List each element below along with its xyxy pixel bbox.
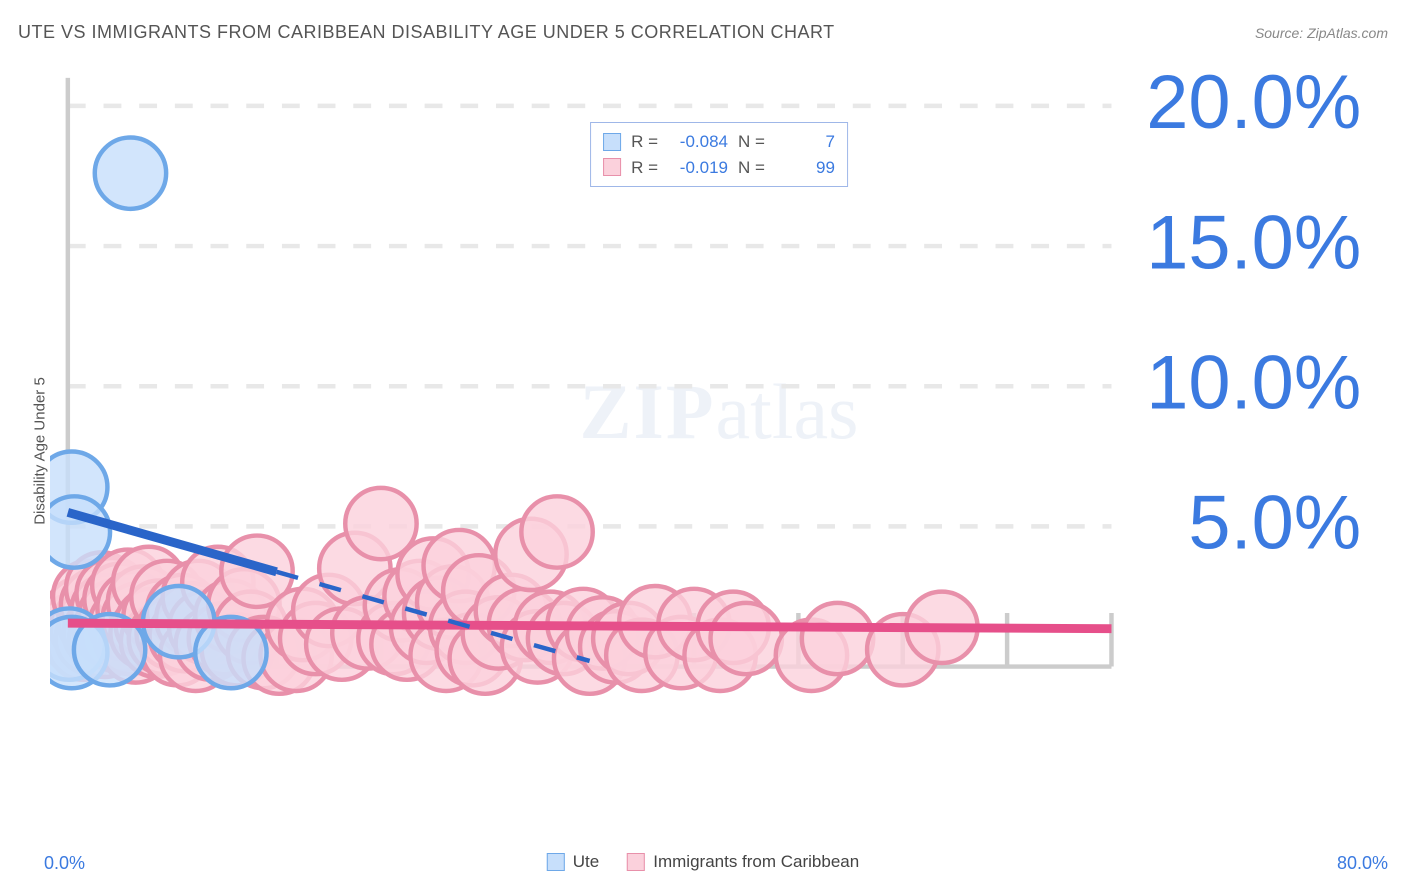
y-axis-label: Disability Age Under 5	[32, 377, 49, 525]
swatch-ute	[547, 853, 565, 871]
legend-item-imm: Immigrants from Caribbean	[627, 852, 859, 872]
chart-area: Disability Age Under 5 ZIPatlas 5.0%10.0…	[50, 60, 1388, 842]
swatch-imm	[627, 853, 645, 871]
stats-box: R = -0.084 N = 7 R = -0.019 N = 99	[590, 122, 848, 187]
stats-row-imm: R = -0.019 N = 99	[603, 155, 835, 181]
legend: Ute Immigrants from Caribbean	[547, 852, 859, 872]
svg-text:15.0%: 15.0%	[1146, 200, 1361, 285]
svg-text:20.0%: 20.0%	[1146, 60, 1361, 145]
swatch-ute	[603, 133, 621, 151]
svg-text:10.0%: 10.0%	[1146, 341, 1361, 426]
svg-text:5.0%: 5.0%	[1188, 481, 1361, 566]
x-axis-min-label: 0.0%	[44, 853, 85, 874]
chart-title: UTE VS IMMIGRANTS FROM CARIBBEAN DISABIL…	[18, 22, 835, 43]
legend-item-ute: Ute	[547, 852, 599, 872]
source-label: Source: ZipAtlas.com	[1255, 25, 1388, 41]
swatch-imm	[603, 158, 621, 176]
stats-row-ute: R = -0.084 N = 7	[603, 129, 835, 155]
x-axis-max-label: 80.0%	[1337, 853, 1388, 874]
